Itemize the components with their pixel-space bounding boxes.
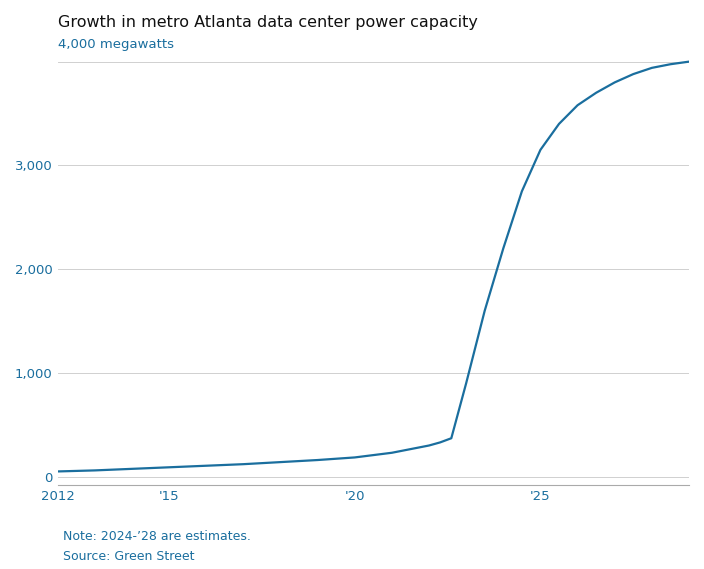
Text: Growth in metro Atlanta data center power capacity: Growth in metro Atlanta data center powe… (58, 15, 477, 30)
Text: Source: Green Street: Source: Green Street (63, 550, 195, 563)
Text: 4,000 megawatts: 4,000 megawatts (58, 38, 174, 51)
Text: Note: 2024-’28 are estimates.: Note: 2024-’28 are estimates. (63, 530, 251, 543)
